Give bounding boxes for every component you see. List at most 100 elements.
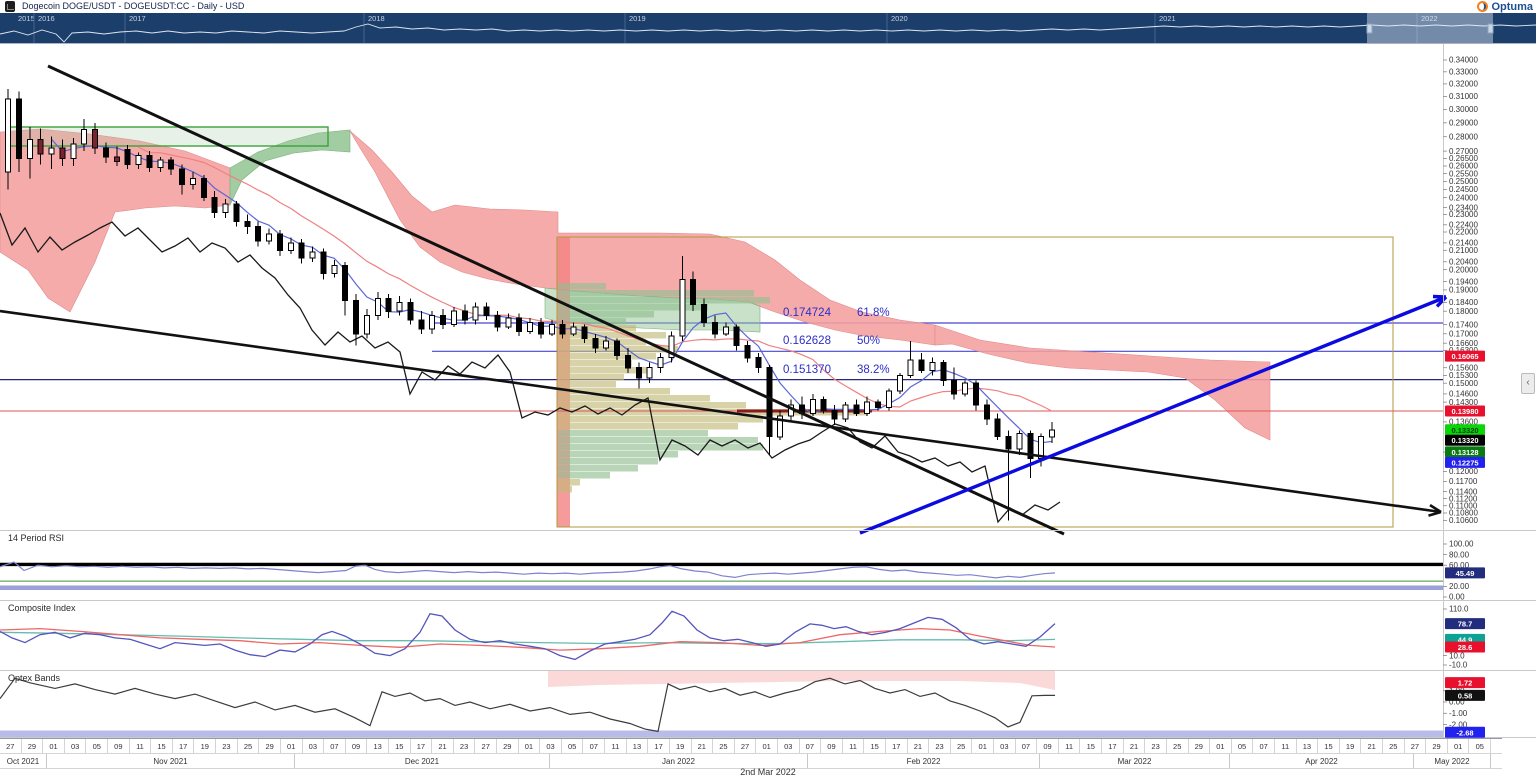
date-axis-day: 01: [281, 739, 303, 753]
date-axis-day: 15: [389, 739, 411, 753]
downtrend-line-steep: [47, 64, 1065, 536]
svg-text:100.00: 100.00: [1449, 540, 1474, 549]
price-overlay-line: [0, 212, 1061, 524]
date-axis-day: 27: [0, 739, 22, 753]
date-axis-month: Apr 2022: [1230, 754, 1414, 768]
date-axis-day: 29: [1189, 739, 1211, 753]
svg-text:0.34000: 0.34000: [1449, 56, 1478, 65]
price-axis[interactable]: 0.34000 0.33000 0.32000 0.31000 0.30000 0.290…: [1443, 44, 1485, 737]
date-axis-day: 11: [1275, 739, 1297, 753]
axis-collapse-button[interactable]: ‹: [1521, 373, 1535, 394]
date-axis-day: 01: [519, 739, 541, 753]
fib-level-label: 0.162628 50%: [783, 335, 880, 348]
date-axis-day: 05: [86, 739, 109, 753]
svg-text:0.32000: 0.32000: [1449, 80, 1478, 89]
navigator-year-label: 2019: [629, 14, 646, 23]
price-badge: 0.13320: [1445, 424, 1485, 436]
navigator-year-label: 2022: [1421, 14, 1438, 23]
navigator-year-label: 2020: [891, 14, 908, 23]
date-axis-day: 27: [475, 739, 498, 753]
svg-text:0.31000: 0.31000: [1449, 92, 1478, 101]
date-axis-day: 11: [843, 739, 865, 753]
price-badge: -2.68: [1445, 726, 1485, 738]
date-axis-day: 07: [1253, 739, 1275, 753]
svg-text:0.13980: 0.13980: [1451, 407, 1478, 416]
svg-text:-2.00: -2.00: [1449, 720, 1468, 729]
date-axis-day: 09: [821, 739, 843, 753]
consolidation-box[interactable]: [9, 126, 329, 147]
date-axis-day: 21: [1124, 739, 1146, 753]
navigator-year-label: 2018: [368, 14, 385, 23]
date-axis-day: 15: [864, 739, 886, 753]
date-axis-day: 15: [1080, 739, 1103, 753]
svg-text:0.15300: 0.15300: [1449, 371, 1478, 380]
optuma-logo: Optuma: [1477, 0, 1533, 13]
date-axis-day: 29: [1426, 739, 1448, 753]
rsi-panel-label: 14 Period RSI: [8, 533, 65, 543]
svg-text:0.00: 0.00: [1449, 593, 1465, 602]
svg-text:0.13320: 0.13320: [1451, 436, 1478, 445]
date-axis-day: 07: [324, 739, 346, 753]
date-axis-day: 17: [1102, 739, 1124, 753]
date-axis-day: 21: [432, 739, 454, 753]
date-axis-day: 25: [951, 739, 973, 753]
svg-text:0.13128: 0.13128: [1451, 448, 1478, 457]
price-badge: 0.16065: [1445, 350, 1485, 362]
date-axis-day: 17: [173, 739, 195, 753]
date-axis-days: 27 29 01 03 05 09 11 15 17 19 23 25 29 01 03 07 09 13 15 17…: [0, 739, 1502, 754]
svg-text:0.22400: 0.22400: [1449, 221, 1478, 230]
date-axis-day: 11: [130, 739, 152, 753]
svg-text:0.18400: 0.18400: [1449, 298, 1478, 307]
chart-title: Dogecoin DOGE/USDT - DOGEUSDT:CC - Daily…: [22, 1, 245, 11]
date-axis-day: 23: [1145, 739, 1167, 753]
trend-lines[interactable]: [0, 64, 1448, 536]
date-axis-month: Jan 2022: [550, 754, 808, 768]
svg-text:0.14300: 0.14300: [1449, 398, 1478, 407]
date-axis-day: 03: [540, 739, 562, 753]
svg-text:0.22000: 0.22000: [1449, 228, 1478, 237]
title-bar: Dogecoin DOGE/USDT - DOGEUSDT:CC - Daily…: [0, 0, 1536, 13]
date-axis-day: 23: [216, 739, 238, 753]
date-axis-day: 13: [1297, 739, 1319, 753]
navigator-handle-left[interactable]: [1366, 23, 1373, 34]
svg-text:28.6: 28.6: [1458, 643, 1473, 652]
svg-text:0.26000: 0.26000: [1449, 162, 1478, 171]
date-axis-month: Feb 2022: [808, 754, 1040, 768]
price-badge: 78.7: [1445, 618, 1485, 630]
date-axis-day: 17: [411, 739, 433, 753]
svg-text:20.00: 20.00: [1449, 582, 1470, 591]
svg-text:0.10600: 0.10600: [1449, 516, 1478, 525]
price-badge: 0.13128: [1445, 446, 1485, 458]
date-axis-month: Dec 2021: [295, 754, 550, 768]
svg-text:10.0: 10.0: [1449, 651, 1465, 660]
date-axis-day: 07: [583, 739, 606, 753]
svg-text:0.26500: 0.26500: [1449, 154, 1478, 163]
date-axis[interactable]: 27 29 01 03 05 09 11 15 17 19 23 25 29 01 03 07 09 13 15 17…: [0, 738, 1502, 769]
optuma-logo-icon: [1477, 1, 1489, 12]
navigator-handle-right[interactable]: [1487, 23, 1494, 34]
optuma-logo-text: Optuma: [1491, 0, 1533, 13]
date-axis-day: 11: [605, 739, 627, 753]
date-axis-day: 27: [1405, 739, 1427, 753]
composite-index-panel: 110.0 10.0-10.0 78.7 44.928.6: [0, 605, 1485, 670]
svg-text:0.15000: 0.15000: [1449, 379, 1478, 388]
date-axis-day: 03: [994, 739, 1016, 753]
date-axis-day: 11: [1059, 739, 1081, 753]
svg-text:0.19400: 0.19400: [1449, 277, 1478, 286]
fib-level-label: 0.174724 61.8%: [783, 306, 890, 319]
date-axis-months: Oct 2021 Nov 2021 Dec 2021 Jan 2022 Feb 2022…: [0, 754, 1502, 769]
svg-text:0.11400: 0.11400: [1449, 487, 1478, 496]
date-axis-day: 15: [151, 739, 173, 753]
date-axis-day: 05: [1232, 739, 1254, 753]
date-axis-day: 21: [692, 739, 714, 753]
navigator-selection[interactable]: [1367, 13, 1493, 43]
date-axis-day: 25: [1167, 739, 1189, 753]
navigator-year-label: 2021: [1159, 14, 1176, 23]
date-axis-day: 25: [1383, 739, 1405, 753]
chart-type-icon[interactable]: [5, 1, 15, 12]
svg-text:78.7: 78.7: [1458, 620, 1473, 629]
svg-text:0.29000: 0.29000: [1449, 119, 1478, 128]
